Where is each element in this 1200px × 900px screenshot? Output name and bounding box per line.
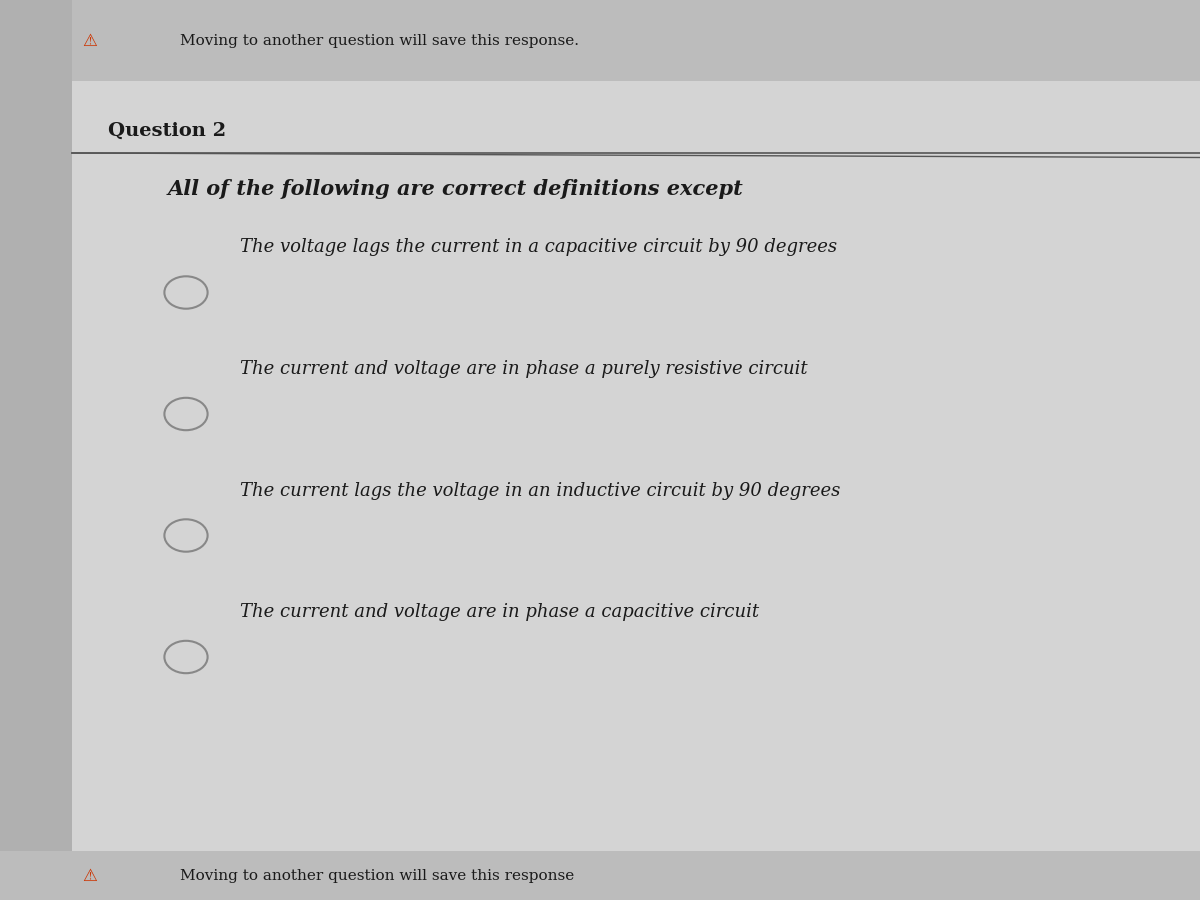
Text: All of the following are correct definitions except: All of the following are correct definit…	[168, 179, 744, 199]
Text: Question 2: Question 2	[108, 122, 226, 140]
Text: Moving to another question will save this response: Moving to another question will save thi…	[180, 868, 575, 883]
FancyBboxPatch shape	[0, 850, 1200, 900]
FancyBboxPatch shape	[0, 0, 72, 900]
Text: ⚠: ⚠	[83, 867, 97, 885]
FancyBboxPatch shape	[72, 0, 1200, 81]
Text: The voltage lags the current in a capacitive circuit by 90 degrees: The voltage lags the current in a capaci…	[240, 238, 838, 256]
Text: The current and voltage are in phase a capacitive circuit: The current and voltage are in phase a c…	[240, 603, 760, 621]
Text: Moving to another question will save this response.: Moving to another question will save thi…	[180, 33, 580, 48]
FancyBboxPatch shape	[72, 81, 1200, 900]
Text: The current and voltage are in phase a purely resistive circuit: The current and voltage are in phase a p…	[240, 360, 808, 378]
Text: The current lags the voltage in an inductive circuit by 90 degrees: The current lags the voltage in an induc…	[240, 482, 840, 500]
Text: ⚠: ⚠	[83, 32, 97, 50]
